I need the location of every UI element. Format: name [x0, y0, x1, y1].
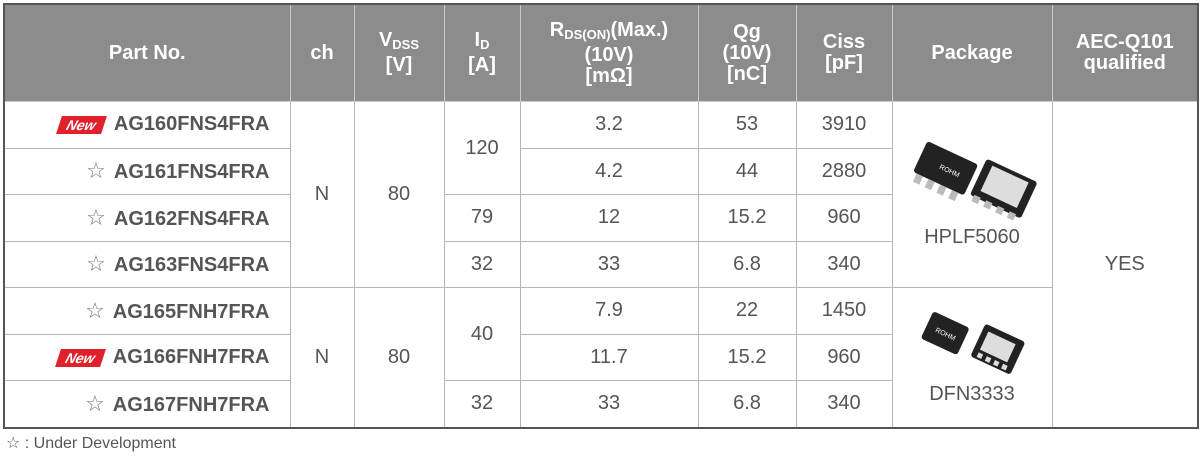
table-row: ☆ AG165FNH7FRA N 80 40 7.9 22 1450 ROHM DFN3333 [3, 287, 1198, 428]
id-cell: 32 [443, 240, 521, 288]
table-row: New AG160FNS4FRA N 80 120 3.2 53 3910 ROHM HPLF50… [3, 101, 1199, 428]
table-body: New AG160FNS4FRA N 80 120 3.2 53 3910 ROHM HPLF50… [3, 101, 1199, 428]
header-text: (10V) [584, 43, 634, 66]
part-number: AG166FNH7FRA [112, 345, 270, 368]
new-badge: New [56, 116, 107, 135]
ciss-cell: 2880 [795, 147, 893, 195]
header-cell: ch [289, 3, 355, 102]
part-number: AG161FNS4FRA [113, 161, 270, 184]
header-text: [mΩ] [585, 64, 633, 87]
qg-cell: 15.2 [697, 194, 797, 242]
header-text: (10V) [722, 41, 772, 64]
qg-cell: 15.2 [697, 333, 797, 381]
star-mark: ☆ [86, 251, 106, 277]
star-mark: ☆ [85, 390, 105, 416]
id-cell: 120 [443, 101, 521, 195]
header-cell: RDS(ON)(Max.) (10V) [mΩ] [519, 3, 699, 102]
header-cell: Package [891, 3, 1053, 102]
header-cell: Part No. [3, 3, 291, 102]
ciss-cell: 960 [795, 333, 893, 381]
table-row: ☆ AG163FNS4FRA 32 33 6.8 340 [3, 240, 1198, 288]
new-badge: New [55, 348, 106, 367]
header-text: AEC-Q101 [1075, 31, 1174, 53]
id-cell: 32 [443, 380, 521, 428]
rds-cell: 3.2 [519, 101, 699, 149]
rds-cell: 33 [519, 380, 699, 428]
part-number: AG167FNH7FRA [112, 393, 270, 416]
part-cell: ☆ AG165FNH7FRA [3, 287, 291, 335]
package-cell: ROHM DFN3333 [891, 287, 1053, 428]
header-text: [pF] [825, 52, 863, 74]
header-cell: ID [A] [443, 3, 521, 102]
rds-cell: 12 [519, 194, 699, 242]
header-cell: AEC-Q101 qualified [1051, 3, 1199, 102]
header-text: qualified [1083, 52, 1166, 74]
id-cell: 79 [443, 194, 521, 242]
part-cell: ☆ AG162FNS4FRA [3, 194, 291, 242]
part-cell: New AG160FNS4FRA [3, 101, 291, 149]
header-text: V [378, 29, 393, 51]
header-text: I [474, 29, 481, 51]
header-sub: D [480, 37, 490, 52]
package-icon: ROHM [912, 141, 1037, 220]
header-sub: DSS [392, 37, 420, 52]
header-text: Ciss [822, 31, 866, 53]
star-mark: ☆ [85, 297, 105, 323]
header-sub: DS(ON) [564, 26, 611, 42]
footnote: ☆ : Under Development [6, 435, 176, 452]
ciss-cell: 1450 [795, 287, 893, 335]
rds-cell: 7.9 [519, 287, 699, 335]
header-text: R [549, 18, 565, 41]
header-text: (Max.) [610, 18, 669, 41]
ciss-cell: 340 [795, 380, 893, 428]
aec-cell: YES [1051, 101, 1199, 428]
rds-cell: 33 [519, 240, 699, 288]
header-text: [nC] [727, 62, 767, 85]
package-name: DFN3333 [929, 382, 1015, 405]
ch-cell: N [289, 287, 355, 428]
header-cell: Ciss [pF] [795, 3, 893, 102]
ciss-cell: 3910 [795, 101, 893, 149]
qg-cell: 53 [697, 101, 797, 149]
qg-cell: 22 [697, 287, 797, 335]
ch-cell: N [289, 101, 355, 288]
part-cell: New AG166FNH7FRA [3, 333, 291, 381]
qg-cell: 44 [697, 147, 797, 195]
part-number: AG165FNH7FRA [112, 300, 270, 323]
rds-cell: 11.7 [519, 333, 699, 381]
package-icon: ROHM [921, 311, 1025, 374]
header-row: Part No. ch VDSS [V] ID [A] RDS(ON)(Max.)(… [3, 3, 1199, 102]
header-cell: Qg (10V) [nC] [697, 3, 797, 102]
part-cell: ☆ AG161FNS4FRA [3, 147, 291, 195]
part-number: AG162FNS4FRA [113, 207, 270, 230]
star-mark: ☆ [86, 158, 106, 184]
rds-cell: 4.2 [519, 147, 699, 195]
header-text: Qg [733, 20, 761, 43]
table-row: ☆ AG167FNH7FRA 32 33 6.8 340 [3, 380, 1198, 428]
part-cell: ☆ AG167FNH7FRA [3, 380, 291, 428]
vdss-cell: 80 [353, 101, 445, 288]
ciss-cell: 960 [795, 194, 893, 242]
part-number: AG160FNS4FRA [113, 113, 270, 136]
spec-table: Part No. ch VDSS [V] ID [A] RDS(ON)(Max.)(… [3, 3, 1199, 429]
header-text: [A] [468, 54, 496, 76]
ciss-cell: 340 [795, 240, 893, 288]
id-cell: 40 [443, 287, 521, 381]
qg-cell: 6.8 [697, 240, 797, 288]
star-mark: ☆ [86, 204, 106, 230]
package-name: HPLF5060 [924, 226, 1020, 248]
header-text: [V] [385, 54, 413, 76]
package-cell: ROHM HPLF5060 [891, 101, 1053, 288]
qg-cell: 6.8 [697, 380, 797, 428]
vdss-cell: 80 [353, 287, 445, 428]
part-number: AG163FNS4FRA [113, 254, 270, 277]
header-cell: VDSS [V] [353, 3, 445, 102]
part-cell: ☆ AG163FNS4FRA [3, 240, 291, 288]
table-row: New AG166FNH7FRA 11.7 15.2 960 [3, 333, 1198, 381]
